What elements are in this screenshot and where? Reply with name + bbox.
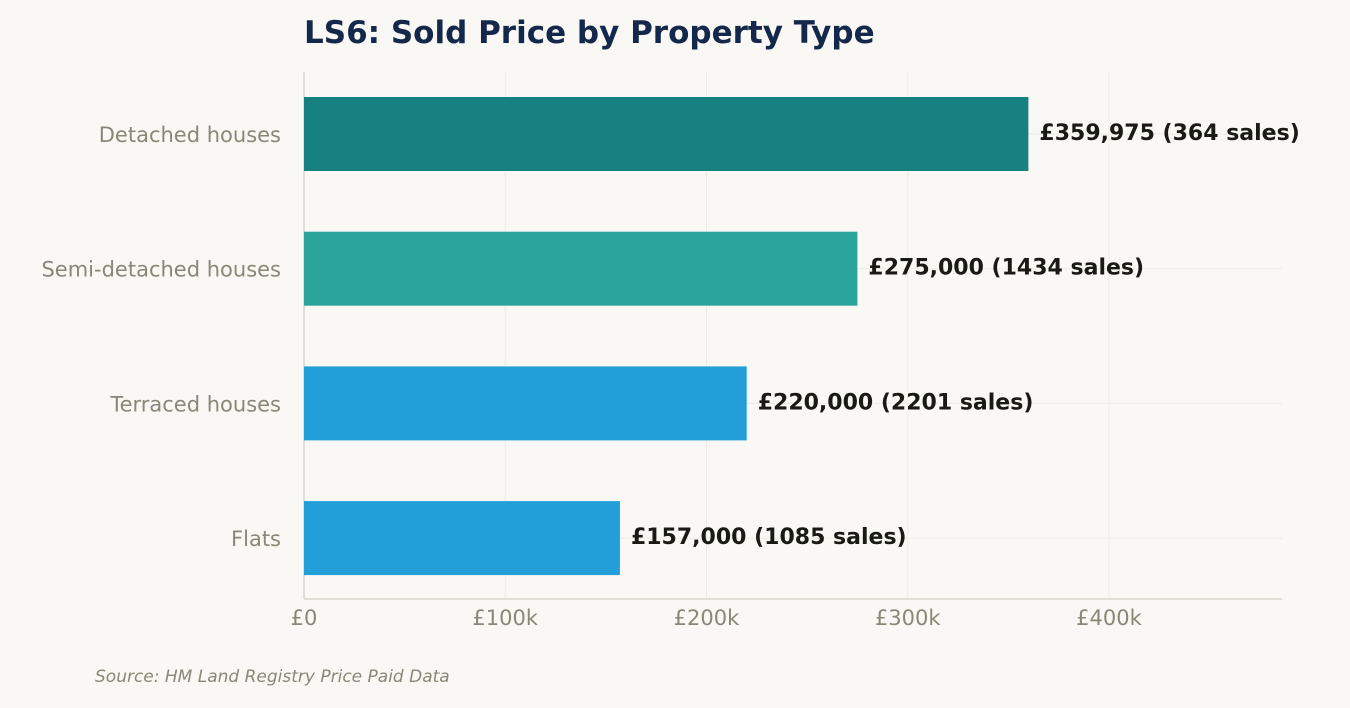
y-category-label: Semi-detached houses [41, 258, 281, 282]
x-tick-label: £400k [1076, 606, 1142, 630]
bar-layer [304, 97, 1029, 576]
bar-data-label: £157,000 (1085 sales) [631, 525, 907, 550]
bar-data-label: £359,975 (364 sales) [1039, 121, 1299, 146]
axis-layer: £0 £100k £200k £300k £400k [291, 72, 1282, 630]
y-category-label: Flats [231, 527, 281, 551]
chart-title: LS6: Sold Price by Property Type [304, 15, 875, 51]
bar [304, 97, 1029, 171]
bar-data-label: £275,000 (1434 sales) [868, 256, 1144, 281]
x-tick-label: £300k [875, 606, 941, 630]
bar-data-label: £220,000 (2201 sales) [758, 390, 1034, 415]
bar [304, 231, 858, 306]
label-layer: Detached houses £359,975 (364 sales) Semi-… [41, 121, 1299, 551]
bar [304, 501, 620, 576]
x-tick-label: £100k [472, 606, 538, 630]
y-category-label: Detached houses [99, 123, 281, 147]
x-tick-label: £200k [674, 606, 740, 630]
bar [304, 366, 747, 441]
source-note: Source: HM Land Registry Price Paid Data [95, 667, 450, 687]
y-category-label: Terraced houses [109, 392, 281, 416]
x-tick-label: £0 [291, 606, 318, 630]
